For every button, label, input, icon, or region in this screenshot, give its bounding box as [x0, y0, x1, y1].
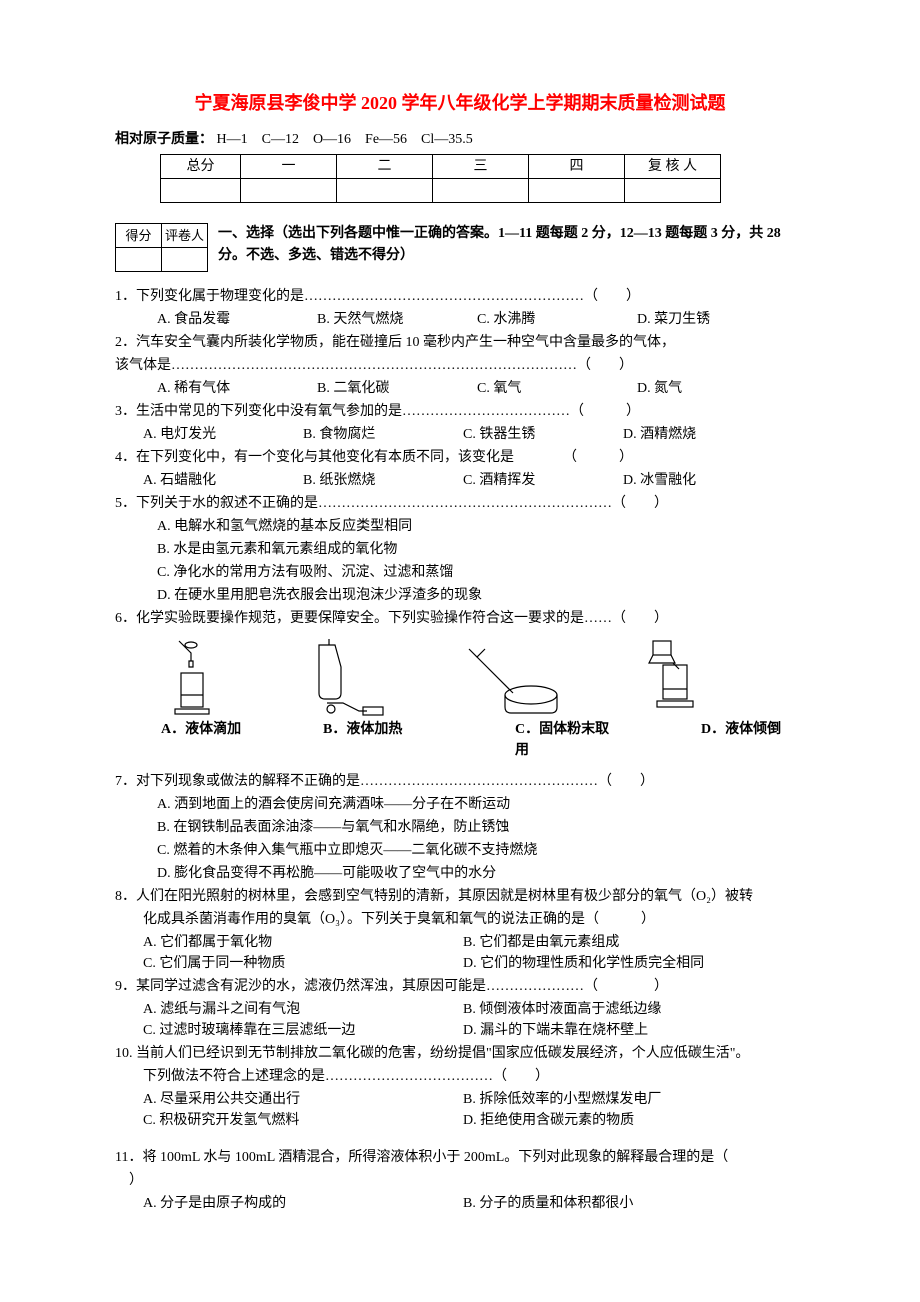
section-1-header: 得分 评卷人 一、选择（选出下列各题中惟一正确的答案。1—11 题每题 2 分，…: [115, 223, 805, 272]
q1-C: C. 水沸腾: [477, 309, 637, 330]
q9-C: C. 过滤时玻璃棒靠在三层滤纸一边: [143, 1020, 463, 1041]
q4-C: C. 酒精挥发: [463, 470, 623, 491]
q1-stem: 1．下列变化属于物理变化的是……………………………………………………（ ）: [115, 286, 805, 307]
q1-D: D. 菜刀生锈: [637, 309, 797, 330]
q3-A: A. 电灯发光: [143, 424, 303, 445]
q7-D: D. 膨化食品变得不再松脆——可能吸收了空气中的水分: [115, 863, 805, 884]
score-cell: [161, 179, 241, 203]
score-header-4: 四: [529, 155, 625, 179]
q9-D: D. 漏斗的下端未靠在烧杯壁上: [463, 1020, 783, 1041]
q8-stem2: 化成具杀菌消毒作用的臭氧（O₃）。下列关于臭氧和氧气的说法正确的是（ ）: [115, 909, 805, 930]
q6-label-B: B．液体加热: [323, 719, 419, 761]
q6-image-D: [635, 637, 715, 717]
q10-options-1: A. 尽量采用公共交通出行 B. 拆除低效率的小型燃煤发电厂: [115, 1089, 805, 1110]
score-header-3: 三: [433, 155, 529, 179]
q3-stem: 3．生活中常见的下列变化中没有氧气参加的是………………………………（ ）: [115, 401, 805, 422]
q10-stem2: 下列做法不符合上述理念的是………………………………（ ）: [115, 1066, 805, 1087]
score-cell: [433, 179, 529, 203]
q9-options-1: A. 滤纸与漏斗之间有气泡 B. 倾倒液体时液面高于滤纸边缘: [115, 999, 805, 1020]
q8-options-1: A. 它们都属于氧化物 B. 它们都是由氧元素组成: [115, 932, 805, 953]
q7-stem: 7．对下列现象或做法的解释不正确的是……………………………………………（ ）: [115, 771, 805, 792]
mini-grader-label: 评卷人: [162, 224, 208, 248]
q2-stem2: 该气体是……………………………………………………………………………（ ）: [115, 355, 805, 376]
score-header-1: 一: [241, 155, 337, 179]
score-header-reviewer: 复 核 人: [625, 155, 721, 179]
q6-label-C: C．固体粉末取用: [515, 719, 611, 761]
q9-B: B. 倾倒液体时液面高于滤纸边缘: [463, 999, 783, 1020]
q2-B: B. 二氧化碳: [317, 378, 477, 399]
q10-C: C. 积极研究开发氢气燃料: [143, 1110, 463, 1131]
q11-stem2: ）: [115, 1170, 805, 1191]
q10-A: A. 尽量采用公共交通出行: [143, 1089, 463, 1110]
q6-stem: 6．化学实验既要操作规范，更要保障安全。下列实验操作符合这一要求的是……（ ）: [115, 608, 805, 629]
q3-D: D. 酒精燃烧: [623, 424, 783, 445]
q5-stem: 5．下列关于水的叙述不正确的是………………………………………………………（ ）: [115, 493, 805, 514]
q9-stem: 9．某同学过滤含有泥沙的水，滤液仍然浑浊，其原因可能是…………………（ ）: [115, 976, 805, 997]
q3-options: A. 电灯发光 B. 食物腐烂 C. 铁器生锈 D. 酒精燃烧: [115, 424, 805, 445]
q10-B: B. 拆除低效率的小型燃煤发电厂: [463, 1089, 783, 1110]
q6-image-B: [307, 637, 387, 717]
q4-A: A. 石蜡融化: [143, 470, 303, 491]
q5-C: C. 净化水的常用方法有吸附、沉淀、过滤和蒸馏: [115, 562, 805, 583]
score-table: 总分 一 二 三 四 复 核 人: [160, 154, 721, 203]
mini-score-label: 得分: [116, 224, 162, 248]
q6-labels: A．液体滴加 B．液体加热 C．固体粉末取用 D．液体倾倒: [115, 719, 805, 761]
q2-A: A. 稀有气体: [157, 378, 317, 399]
q1-options: A. 食品发霉 B. 天然气燃烧 C. 水沸腾 D. 菜刀生锈: [115, 309, 805, 330]
atomic-mass-label: 相对原子质量：: [115, 132, 213, 147]
q5-D: D. 在硬水里用肥皂洗衣服会出现泡沫少浮渣多的现象: [115, 585, 805, 606]
q6-label-D: D．液体倾倒: [701, 719, 797, 761]
q8-D: D. 它们的物理性质和化学性质完全相同: [463, 953, 783, 974]
score-cell: [529, 179, 625, 203]
q1-A: A. 食品发霉: [157, 309, 317, 330]
q3-C: C. 铁器生锈: [463, 424, 623, 445]
q5-A: A. 电解水和氢气燃烧的基本反应类型相同: [115, 516, 805, 537]
section-heading: 一、选择（选出下列各题中惟一正确的答案。1—11 题每题 2 分，12—13 题…: [218, 223, 805, 268]
q4-stem: 4．在下列变化中，有一个变化与其他变化有本质不同，该变化是 （ ）: [115, 447, 805, 468]
q8-C: C. 它们属于同一种物质: [143, 953, 463, 974]
q6-images: [115, 637, 805, 717]
q8-B: B. 它们都是由氧元素组成: [463, 932, 783, 953]
q6-image-C: [463, 637, 559, 717]
q1-B: B. 天然气燃烧: [317, 309, 477, 330]
q10-stem1: 10. 当前人们已经识到无节制排放二氧化碳的危害，纷纷提倡"国家应低碳发展经济，…: [115, 1043, 805, 1064]
q2-D: D. 氮气: [637, 378, 797, 399]
page-title: 宁夏海原县李俊中学 2020 学年八年级化学上学期期末质量检测试题: [115, 90, 805, 117]
q8-options-2: C. 它们属于同一种物质 D. 它们的物理性质和化学性质完全相同: [115, 953, 805, 974]
q4-B: B. 纸张燃烧: [303, 470, 463, 491]
q3-B: B. 食物腐烂: [303, 424, 463, 445]
q9-A: A. 滤纸与漏斗之间有气泡: [143, 999, 463, 1020]
q4-D: D. 冰雪融化: [623, 470, 783, 491]
score-header-2: 二: [337, 155, 433, 179]
q8-stem1: 8．人们在阳光照射的树林里，会感到空气特别的清新，其原因就是树林里有极少部分的氧…: [115, 886, 805, 907]
q8-A: A. 它们都属于氧化物: [143, 932, 463, 953]
q6-image-A: [161, 637, 231, 717]
mini-cell: [116, 248, 162, 272]
q10-D: D. 拒绝使用含碳元素的物质: [463, 1110, 783, 1131]
mini-cell: [162, 248, 208, 272]
q4-options: A. 石蜡融化 B. 纸张燃烧 C. 酒精挥发 D. 冰雪融化: [115, 470, 805, 491]
q11-options: A. 分子是由原子构成的 B. 分子的质量和体积都很小: [115, 1193, 805, 1214]
score-cell: [337, 179, 433, 203]
q11-A: A. 分子是由原子构成的: [143, 1193, 463, 1214]
q7-A: A. 洒到地面上的酒会使房间充满酒味——分子在不断运动: [115, 794, 805, 815]
score-header-total: 总分: [161, 155, 241, 179]
q9-options-2: C. 过滤时玻璃棒靠在三层滤纸一边 D. 漏斗的下端未靠在烧杯壁上: [115, 1020, 805, 1041]
q2-stem1: 2．汽车安全气囊内所装化学物质，能在碰撞后 10 毫秒内产生一种空气中含量最多的…: [115, 332, 805, 353]
q6-label-A: A．液体滴加: [161, 719, 257, 761]
mini-score-table: 得分 评卷人: [115, 223, 208, 272]
q2-options: A. 稀有气体 B. 二氧化碳 C. 氧气 D. 氮气: [115, 378, 805, 399]
q7-B: B. 在钢铁制品表面涂油漆——与氧气和水隔绝，防止锈蚀: [115, 817, 805, 838]
q2-C: C. 氧气: [477, 378, 637, 399]
score-cell: [241, 179, 337, 203]
q11-stem1: 11．将 100mL 水与 100mL 酒精混合，所得溶液体积小于 200mL。…: [115, 1147, 805, 1168]
q5-B: B. 水是由氢元素和氧元素组成的氧化物: [115, 539, 805, 560]
q11-B: B. 分子的质量和体积都很小: [463, 1193, 783, 1214]
atomic-mass-row: 相对原子质量： H—1 C—12 O—16 Fe—56 Cl—35.5: [115, 129, 805, 150]
atomic-mass-values: H—1 C—12 O—16 Fe—56 Cl—35.5: [217, 132, 473, 147]
q7-C: C. 燃着的木条伸入集气瓶中立即熄灭——二氧化碳不支持燃烧: [115, 840, 805, 861]
q10-options-2: C. 积极研究开发氢气燃料 D. 拒绝使用含碳元素的物质: [115, 1110, 805, 1131]
score-cell: [625, 179, 721, 203]
